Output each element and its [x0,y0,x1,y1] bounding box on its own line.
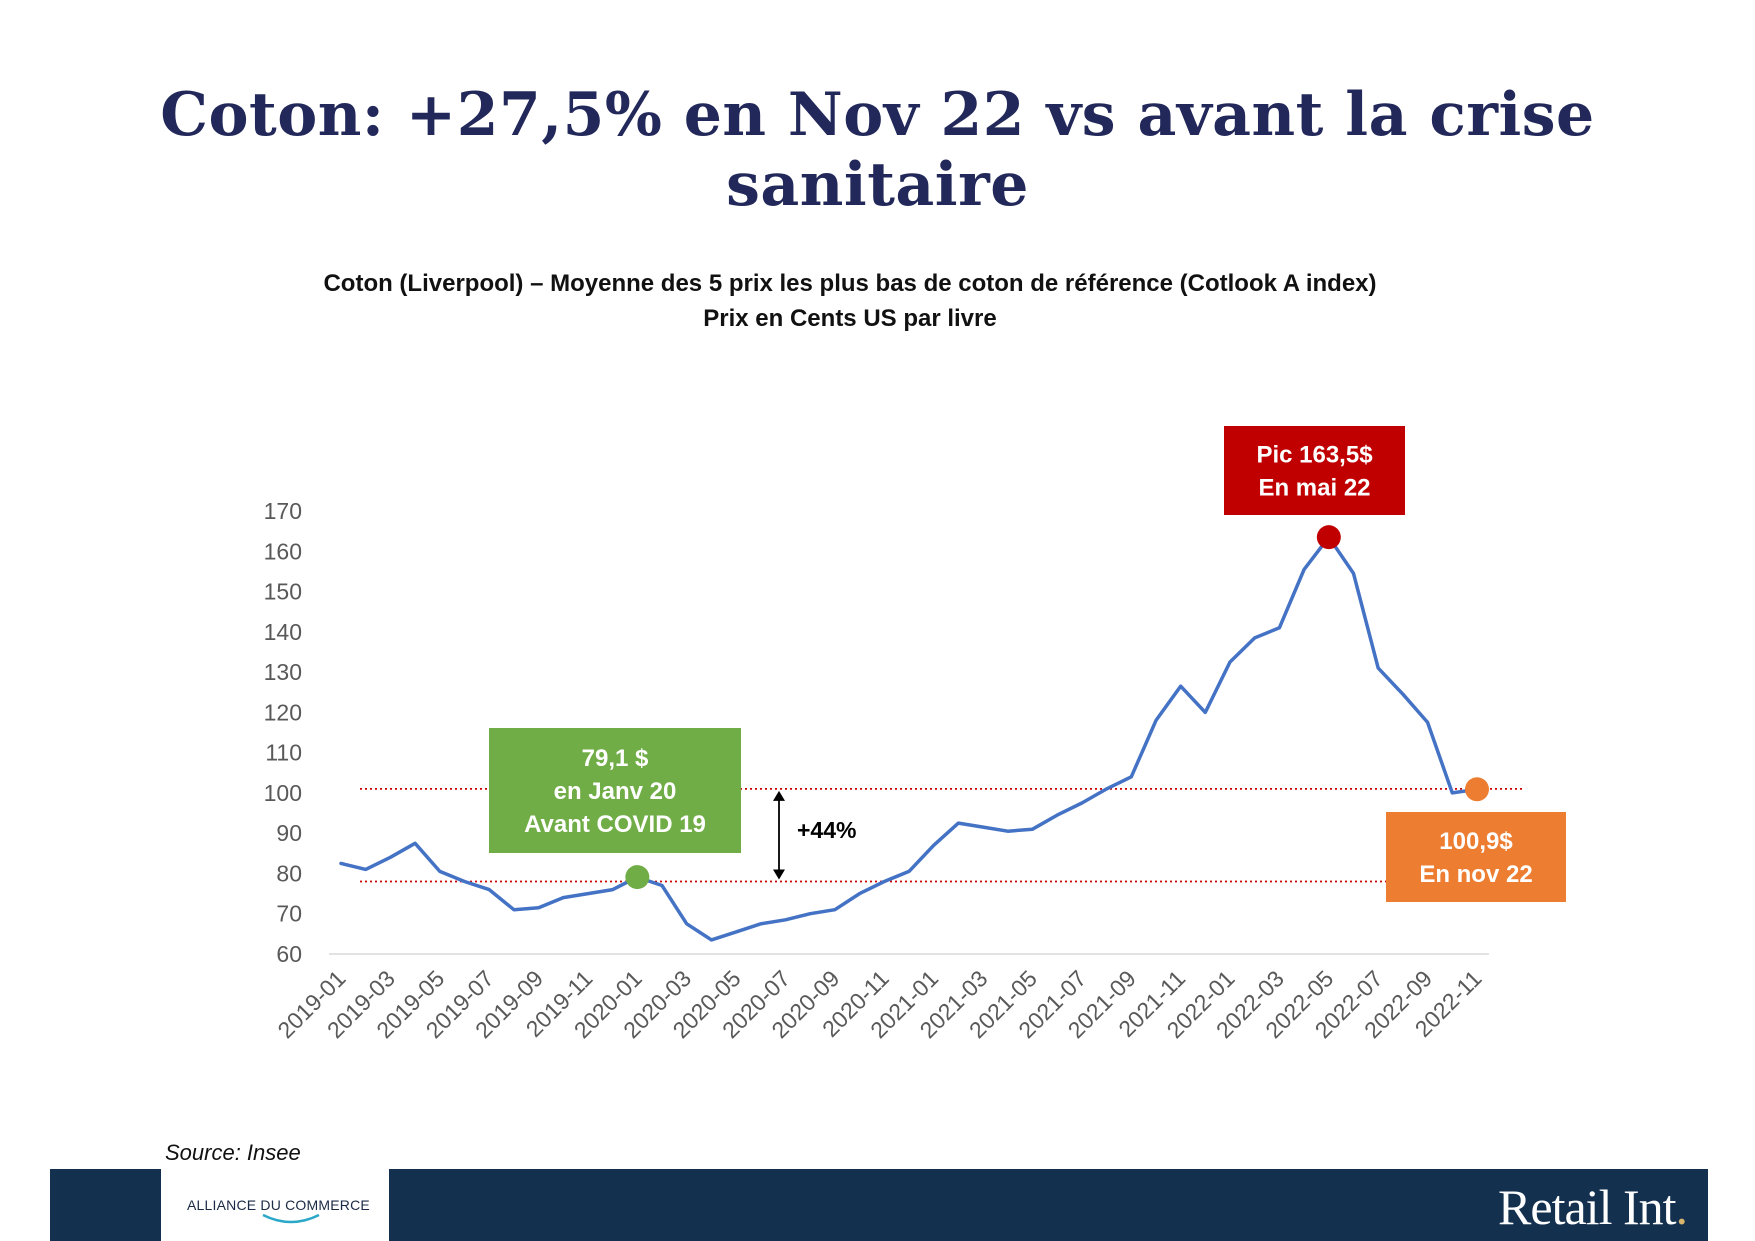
slide-title: Coton: +27,5% en Nov 22 vs avant la cris… [160,80,1595,220]
series-line [339,535,1479,942]
covid-annotation-label: en Janv 20 [554,778,677,805]
y-tick-label: 70 [276,901,302,927]
peak-annotation-box [1224,426,1405,515]
y-tick-label: 90 [276,820,302,846]
y-tick-label: 60 [276,941,302,967]
latest-annotation-marker [1465,777,1489,802]
covid-annotation-label: Avant COVID 19 [524,811,706,838]
y-tick-label: 160 [264,538,302,564]
alliance-du-commerce-logo: ALLIANCE DU COMMERCE [161,1169,389,1241]
chart-subtitle: Prix en Cents US par livre [703,305,997,332]
arrow-down-icon [773,869,785,880]
y-tick-label: 110 [265,740,302,766]
covid-annotation-box [489,728,741,853]
latest-annotation-label: En nov 22 [1419,861,1532,888]
peak-annotation-label: En mai 22 [1258,475,1370,502]
y-tick-label: 120 [264,699,302,725]
swoosh-icon [262,1213,320,1224]
chart-title: Coton (Liverpool) – Moyenne des 5 prix l… [323,270,1377,297]
y-tick-label: 150 [264,579,302,605]
y-tick-label: 100 [264,780,302,806]
delta-label: +44% [797,817,856,843]
retail-logo-text: Retail Int [1498,1179,1676,1235]
arrow-up-icon [773,790,785,801]
y-tick-label: 80 [276,860,302,886]
y-tick-label: 140 [264,619,302,645]
latest-annotation-label: 100,9$ [1439,828,1513,855]
y-tick-label: 130 [264,659,302,685]
peak-annotation-label: Pic 163,5$ [1256,442,1373,469]
covid-annotation-label: 79,1 $ [582,745,649,772]
retail-logo-dot: . [1675,1179,1688,1235]
y-tick-label: 170 [264,498,302,524]
retail-int-logo: Retail Int. [1498,1178,1688,1236]
peak-annotation-marker [1316,525,1341,550]
alliance-logo-text: ALLIANCE DU COMMERCE [187,1197,370,1213]
source-note: Source: Insee [165,1140,301,1165]
latest-annotation-box [1386,812,1566,902]
covid-annotation-marker [625,865,650,890]
